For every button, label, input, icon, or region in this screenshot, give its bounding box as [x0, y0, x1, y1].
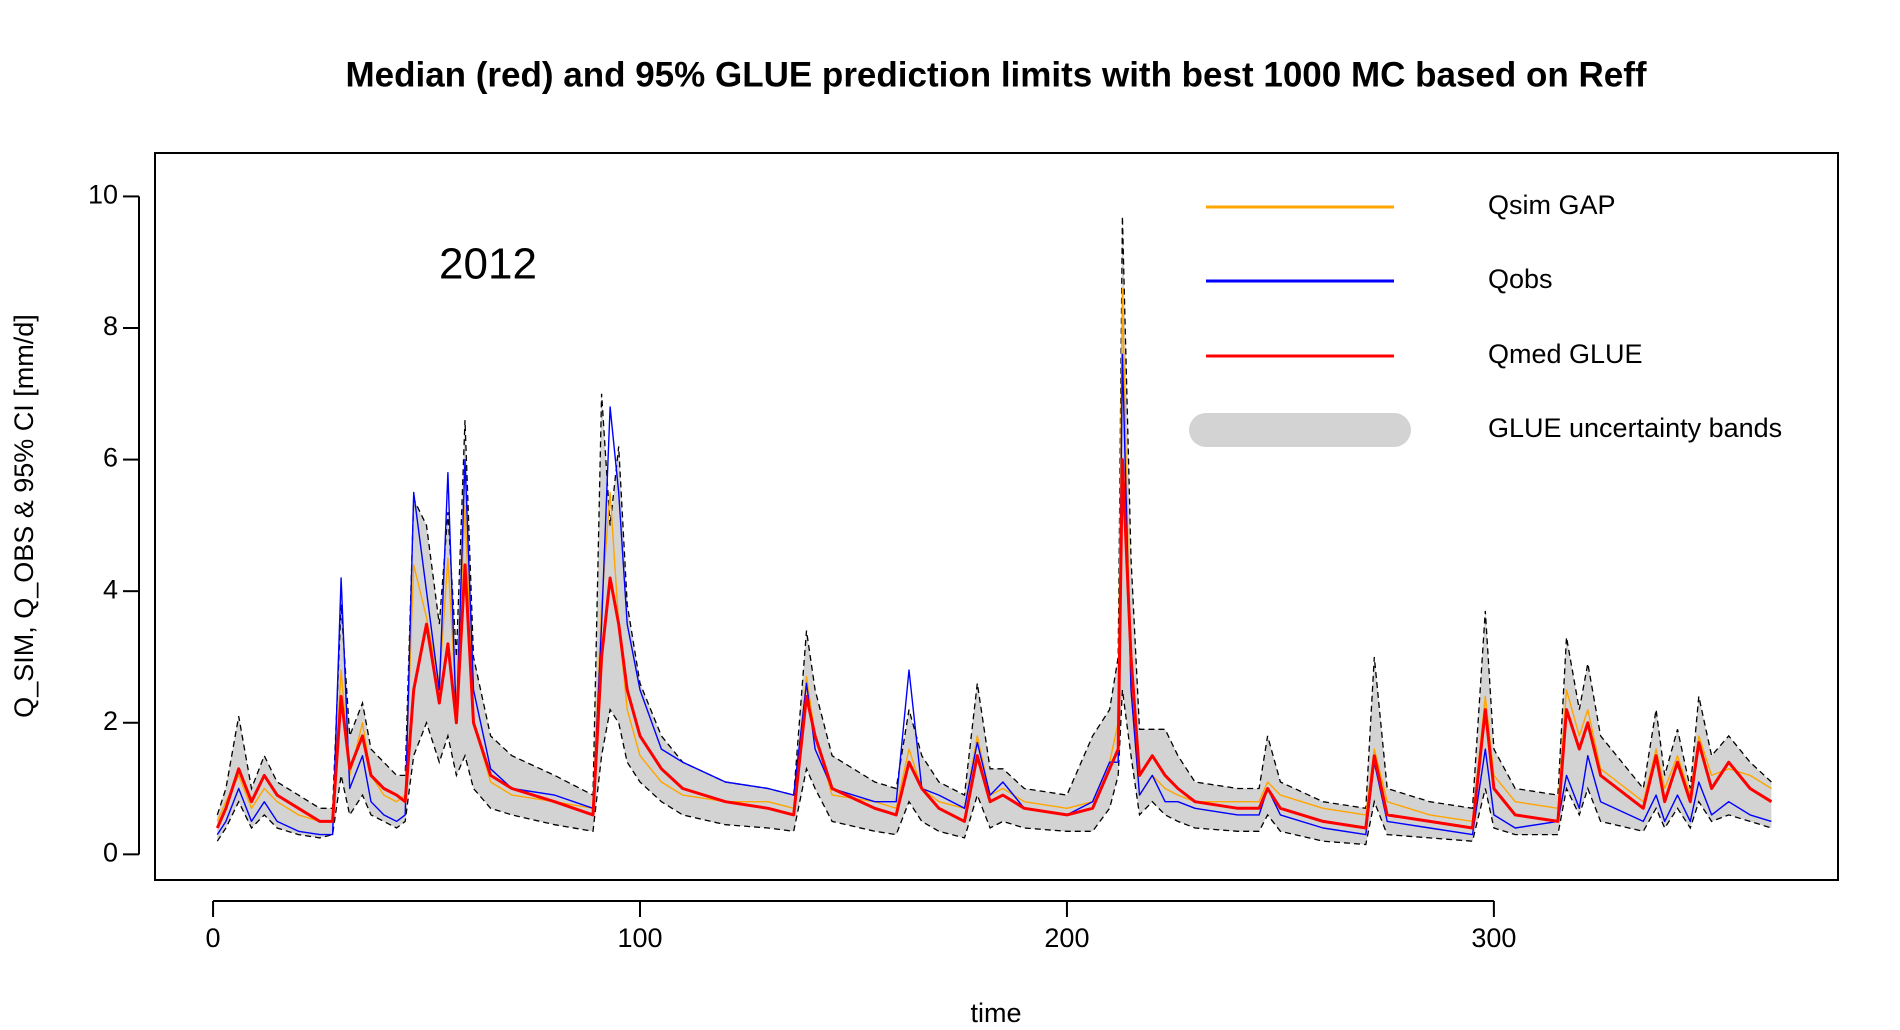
x-tick-label: 300 [1471, 923, 1516, 953]
band-upper-line [216, 216, 1772, 816]
legend-label: Qmed GLUE [1488, 339, 1643, 369]
uncertainty-band [217, 216, 1772, 845]
chart-title: Median (red) and 95% GLUE prediction lim… [345, 55, 1646, 94]
legend-label: GLUE uncertainty bands [1488, 413, 1782, 443]
y-tick-label: 2 [103, 706, 118, 736]
y-tick-label: 4 [103, 574, 118, 604]
series-line [216, 287, 1772, 823]
x-tick-label: 0 [206, 923, 221, 953]
x-tick-label: 200 [1044, 923, 1089, 953]
x-axis-label: time [970, 998, 1021, 1028]
y-tick-label: 6 [103, 443, 118, 473]
y-tick-label: 0 [103, 837, 118, 867]
plot-area [215, 216, 1773, 846]
series-line [215, 458, 1773, 830]
legend-label: Qsim GAP [1488, 190, 1616, 220]
series-line [216, 353, 1772, 836]
y-tick-label: 10 [88, 180, 118, 210]
legend-label: Qobs [1488, 264, 1553, 294]
year-annotation: 2012 [439, 240, 537, 289]
y-tick-label: 8 [103, 311, 118, 341]
x-tick-label: 100 [617, 923, 662, 953]
plot-frame [154, 152, 1839, 881]
y-axis-label: Q_SIM, Q_OBS & 95% CI [mm/d] [9, 314, 39, 718]
